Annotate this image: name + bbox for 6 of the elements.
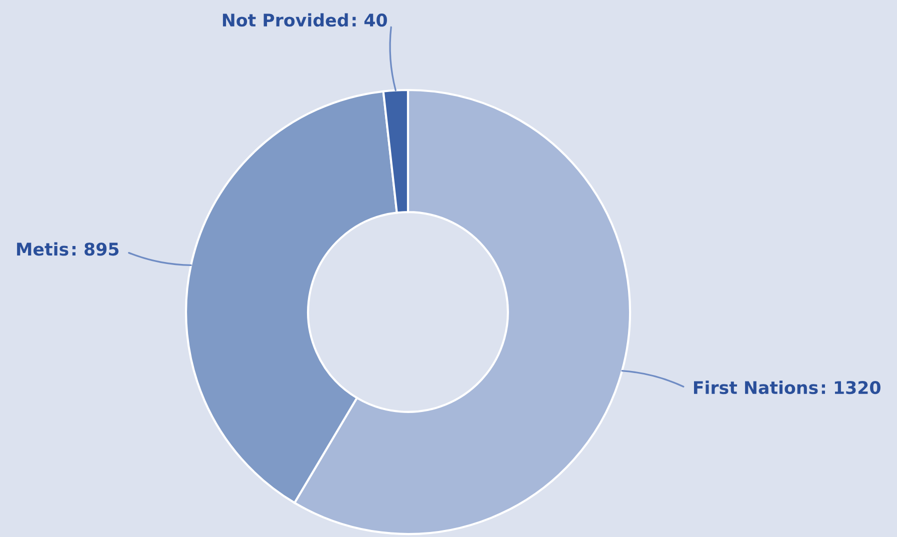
data-label: : 1320 bbox=[822, 380, 880, 394]
slice-label: Metis bbox=[17, 242, 68, 256]
data-label: : 895 bbox=[72, 242, 119, 256]
slice-label: First Nations bbox=[694, 380, 818, 394]
slice-label: Not Provided bbox=[222, 13, 348, 27]
data-label: : 40 bbox=[352, 14, 387, 27]
